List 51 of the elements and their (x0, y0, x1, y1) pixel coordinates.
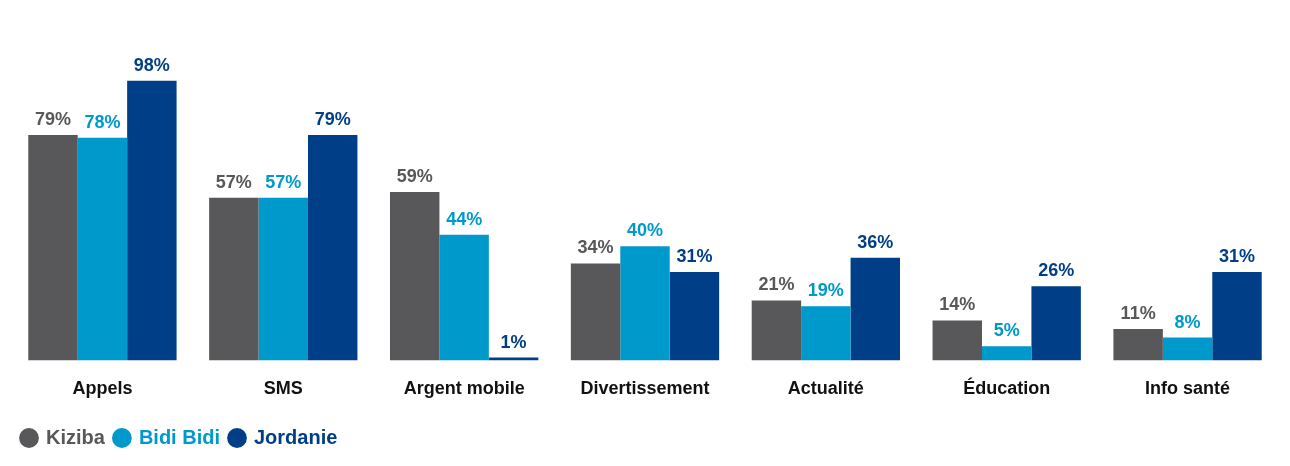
data-label: 31% (676, 245, 713, 266)
bar (620, 246, 670, 361)
x-tick-label: Actualité (787, 378, 864, 399)
data-label: 44% (446, 208, 483, 229)
bar (77, 137, 128, 361)
bar (570, 263, 621, 361)
x-tick-label: Info santé (1145, 378, 1231, 399)
bar (669, 271, 720, 361)
data-label: 79% (314, 108, 351, 129)
data-label: 98% (133, 54, 170, 75)
bar (1031, 286, 1081, 361)
data-label: 36% (857, 231, 894, 252)
data-label: 5% (993, 320, 1020, 341)
bar (850, 257, 901, 361)
data-label: 34% (577, 237, 614, 258)
x-tick-label: Appels (72, 378, 133, 399)
bar (751, 300, 802, 361)
bar (982, 346, 1032, 361)
data-label: 11% (1120, 302, 1156, 323)
bar (932, 320, 982, 361)
bar (1113, 329, 1163, 361)
data-label: 21% (758, 274, 795, 295)
bar (439, 234, 489, 361)
data-label: 40% (626, 220, 664, 241)
bar (389, 192, 440, 361)
data-label: 57% (265, 171, 302, 192)
data-label: 1% (500, 331, 527, 352)
legend-label: Jordanie (254, 425, 338, 448)
data-label: 8% (1174, 311, 1201, 332)
data-label: 78% (84, 111, 121, 132)
bar (801, 306, 851, 361)
x-tick-label: Divertissement (580, 378, 710, 399)
data-label: 26% (1038, 260, 1075, 281)
x-tick-label: SMS (263, 378, 303, 399)
bar (1162, 337, 1213, 361)
bar (209, 197, 259, 361)
data-label: 57% (215, 171, 252, 192)
bar (1212, 271, 1262, 361)
x-tick-label: Éducation (963, 377, 1051, 399)
x-tick-label: Argent mobile (403, 378, 525, 399)
bar (258, 197, 308, 361)
data-label: 14% (939, 294, 976, 315)
data-label: 31% (1218, 245, 1256, 266)
data-label: 19% (807, 280, 844, 301)
bar (28, 134, 78, 361)
data-label: 59% (396, 166, 433, 187)
data-label: 79% (34, 108, 72, 129)
bar (127, 80, 177, 361)
bar (308, 134, 358, 361)
legend-label: Kiziba (46, 425, 106, 448)
legend-label: Bidi Bidi (138, 425, 221, 448)
